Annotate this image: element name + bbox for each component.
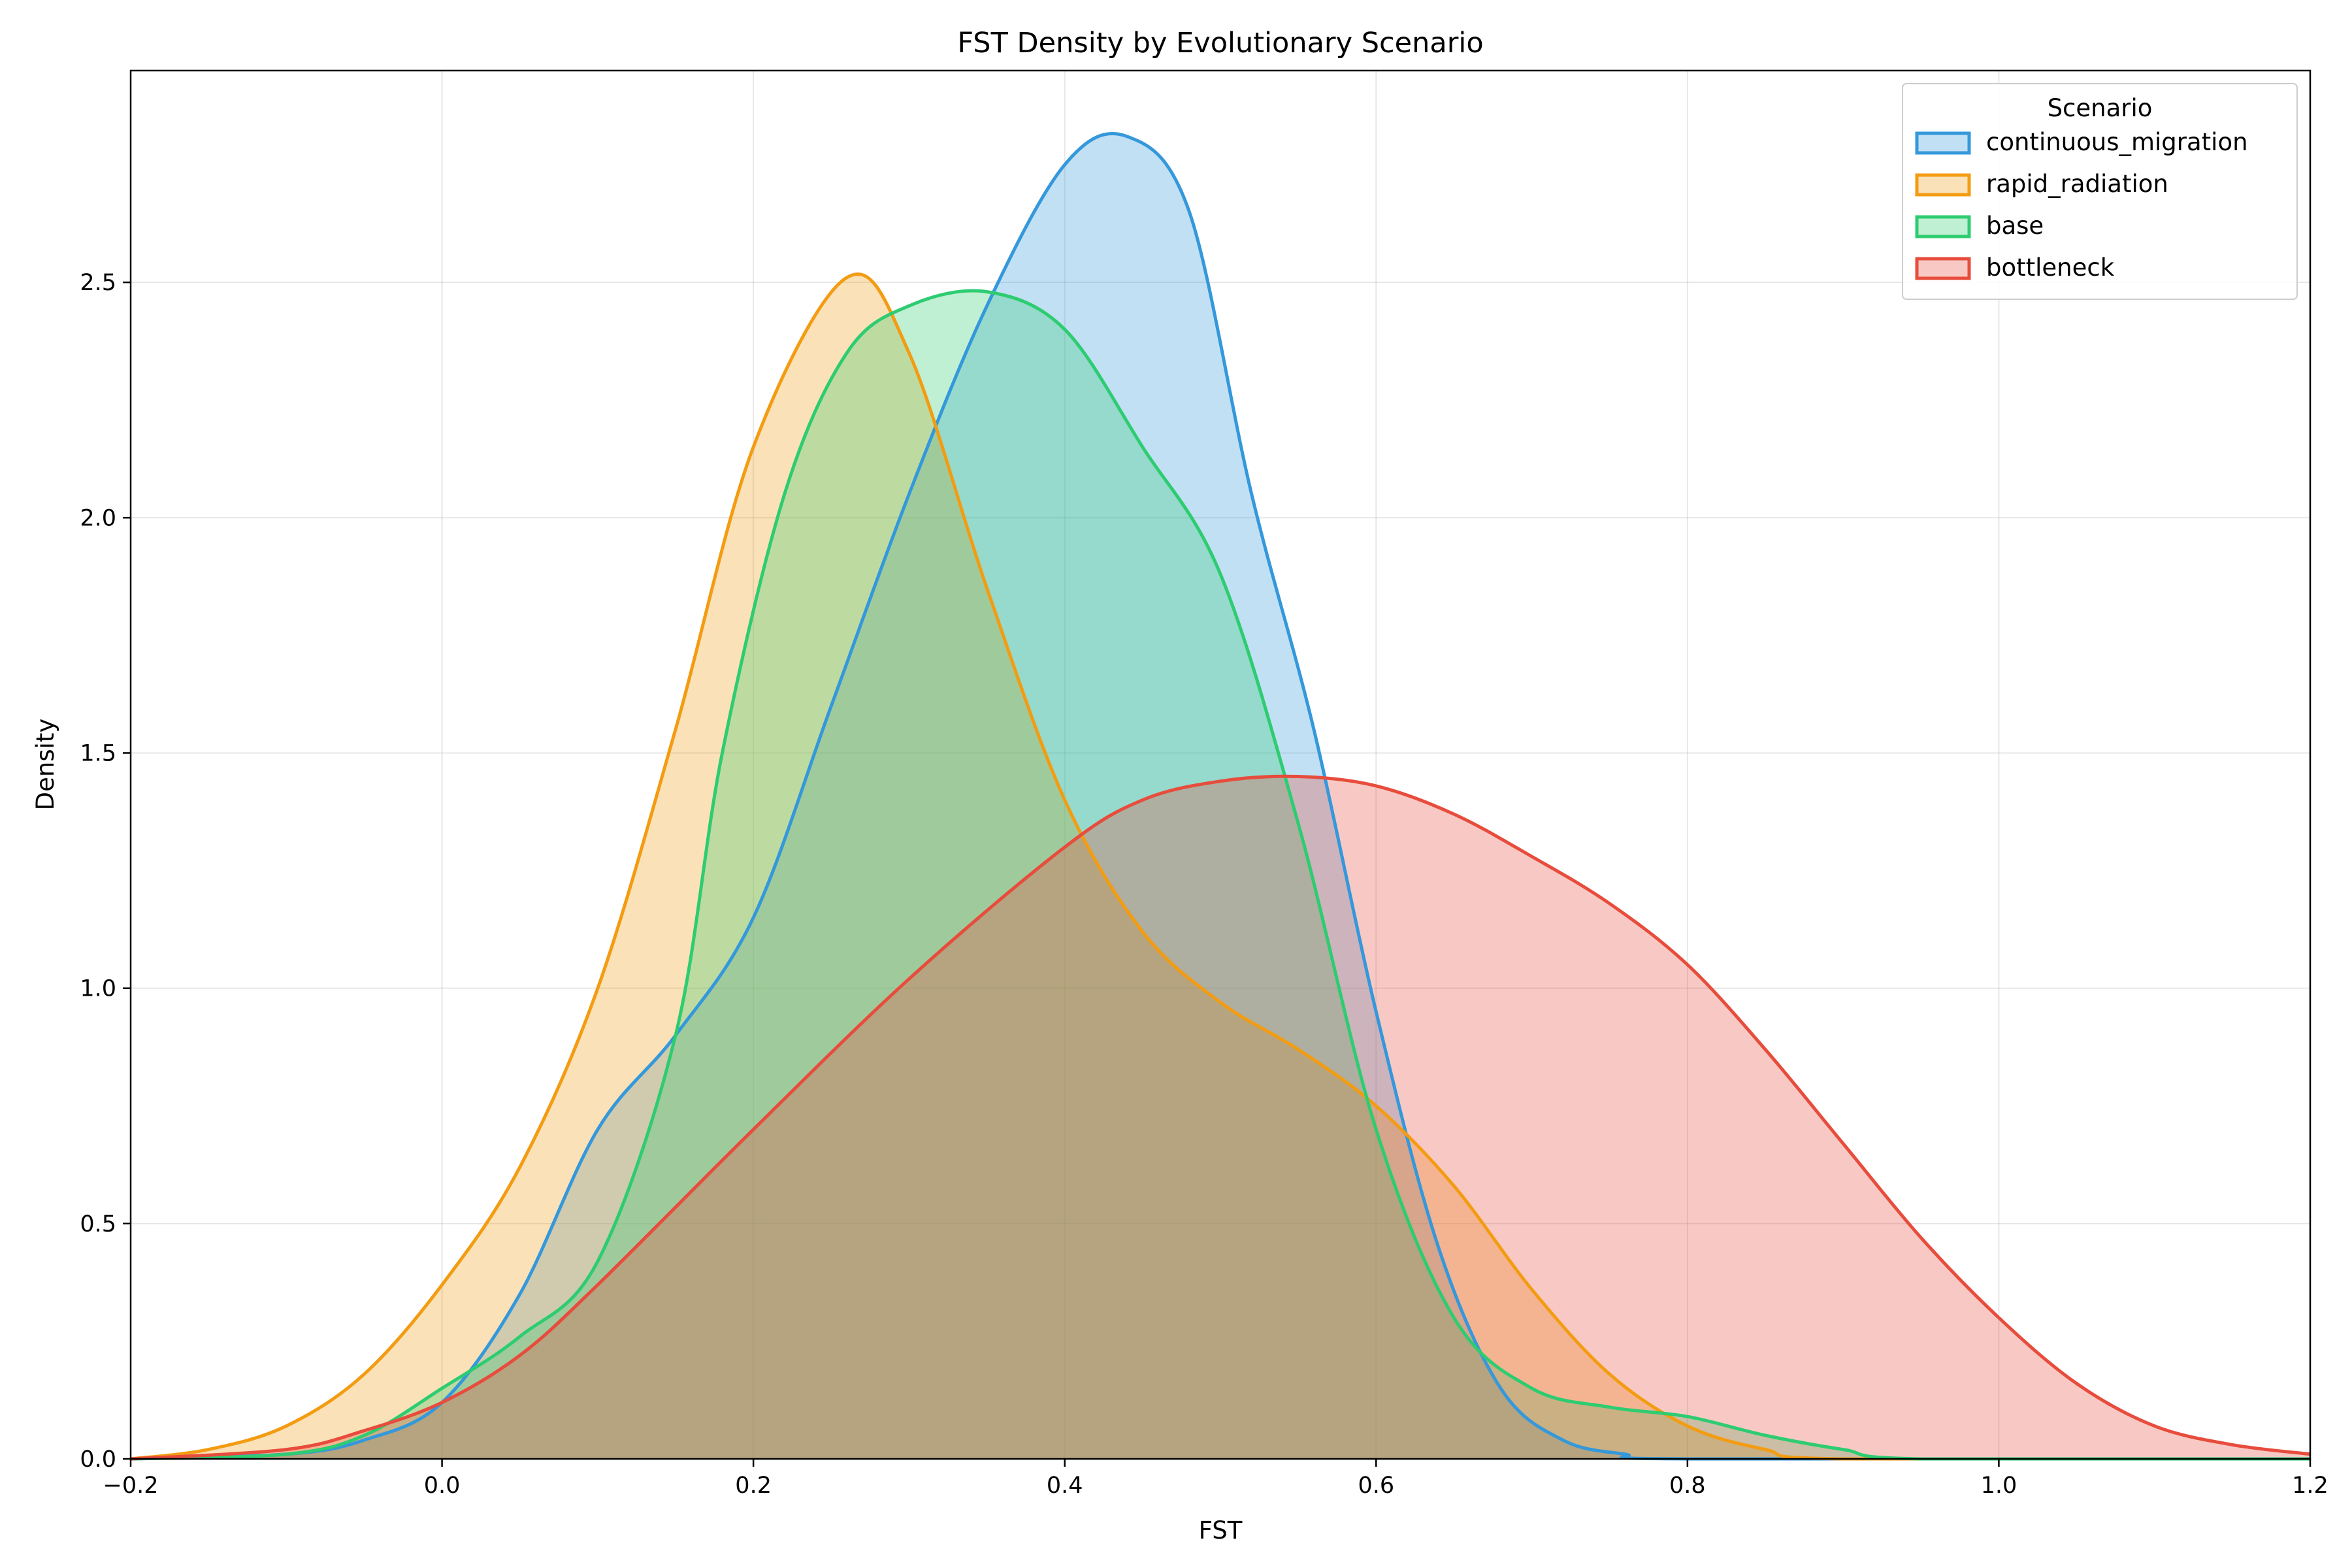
y-axis-label: Density: [31, 719, 59, 811]
legend-label: rapid_radiation: [1986, 170, 2168, 198]
bottleneck-area: [131, 776, 2310, 1459]
x-tick-label: 1.0: [1981, 1473, 2017, 1499]
x-tick-label: 0.6: [1358, 1473, 1394, 1499]
x-tick-label: 1.2: [2292, 1473, 2328, 1499]
y-tick-label: 2.0: [80, 505, 116, 531]
continuous-migration-line: [130, 131, 2310, 1461]
legend-frame: [1902, 83, 2298, 300]
legend-label: continuous_migration: [1986, 128, 2248, 156]
x-tick-label: 0.4: [1047, 1473, 1083, 1499]
x-tick-label: 0.8: [1669, 1473, 1706, 1499]
x-tick-label: −0.2: [103, 1473, 159, 1499]
bottleneck-line: [130, 774, 2311, 1461]
axes-frame: [129, 69, 2311, 1460]
rapid-radiation-area: [131, 274, 2310, 1459]
legend-title: Scenario: [2048, 94, 2153, 122]
chart-title: FST Density by Evolutionary Scenario: [957, 27, 1483, 59]
x-axis-label: FST: [1199, 1516, 1243, 1544]
legend: Scenario continuous_migration rapid_radia…: [1902, 83, 2298, 300]
y-tick-label: 1.5: [80, 740, 116, 766]
x-tick-label: 0.2: [735, 1473, 772, 1499]
y-tick-label: 2.5: [80, 270, 116, 296]
legend-label: base: [1986, 212, 2044, 240]
y-tick-label: 0.0: [80, 1446, 116, 1473]
legend-label: bottleneck: [1986, 253, 2115, 282]
continuous-migration-area: [131, 133, 2310, 1460]
y-tick-label: 0.5: [80, 1211, 116, 1237]
rapid-radiation-line: [130, 272, 2310, 1461]
y-tick-label: 1.0: [80, 976, 116, 1002]
base-area: [131, 291, 2310, 1459]
base-line: [130, 289, 2310, 1461]
legend-swatch: [1915, 215, 1971, 238]
legend-swatch: [1915, 173, 1971, 197]
axis-ticks: −0.2 0.0 0.2 0.4 0.6 0.8 1.0 1.20.00.51.01.52.0…: [80, 270, 2328, 1499]
density-areas: [130, 131, 2311, 1461]
x-tick-label: 0.0: [424, 1473, 461, 1499]
legend-swatch: [1915, 131, 1971, 155]
legend-swatch: [1915, 257, 1971, 280]
